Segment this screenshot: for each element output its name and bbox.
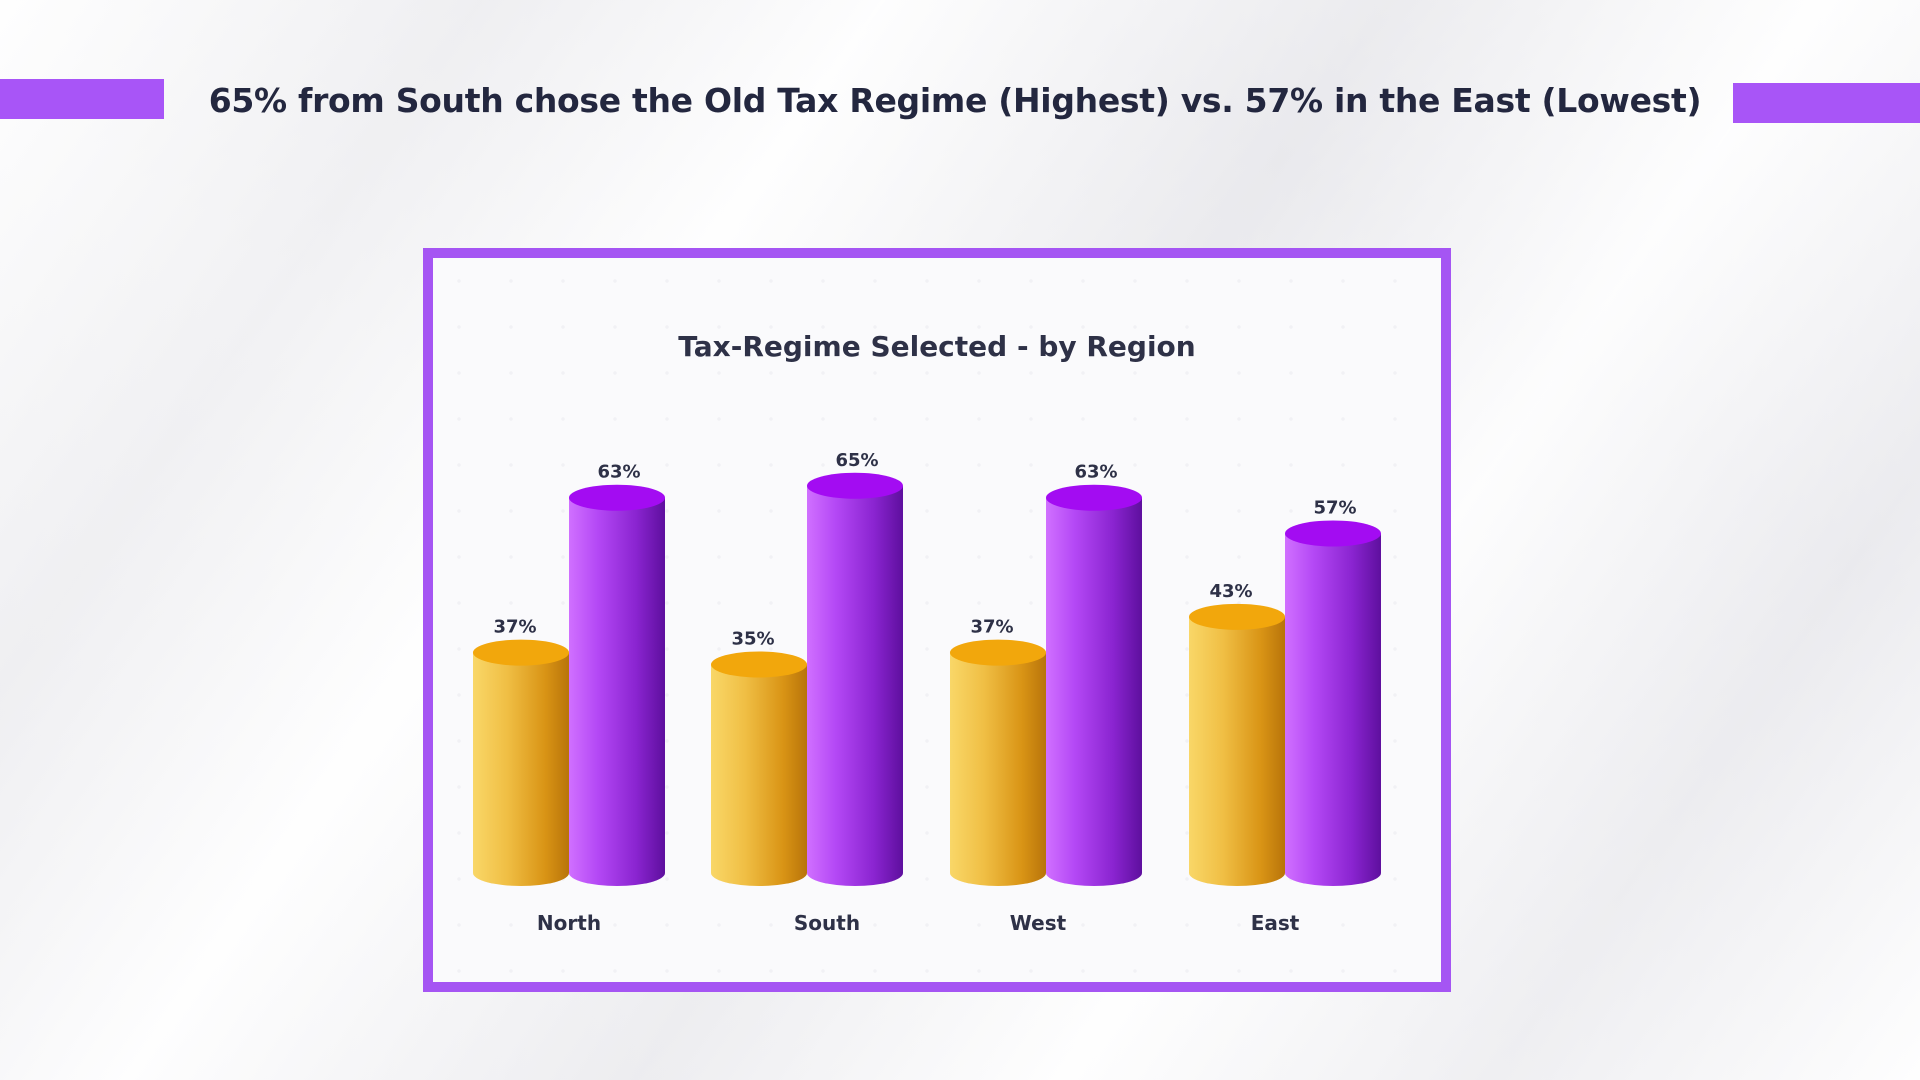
bar-top-purple-south (807, 472, 903, 499)
bar-top-purple-north (569, 484, 665, 511)
bar-top-purple-west (1046, 484, 1142, 511)
category-label-west: West (1010, 911, 1067, 935)
data-label-purple-east: 57% (1313, 497, 1356, 518)
page-headline: 65% from South chose the Old Tax Regime … (208, 81, 1702, 120)
bar-group-west: 37% 63% West (950, 462, 1142, 935)
data-label-purple-north: 63% (597, 462, 640, 483)
accent-bar-right (1733, 83, 1920, 123)
category-label-north: North (537, 911, 601, 935)
bar-group-east: 43% 57% East (1189, 497, 1381, 935)
bar-top-gold-south (711, 651, 807, 678)
data-label-purple-west: 63% (1074, 462, 1117, 483)
data-label-gold-west: 37% (970, 617, 1013, 638)
bar-purple-east (1285, 533, 1381, 886)
bar-top-gold-north (473, 639, 569, 666)
data-label-gold-north: 37% (493, 617, 536, 638)
bar-top-gold-west (950, 639, 1046, 666)
data-label-purple-south: 65% (835, 450, 878, 471)
bar-purple-north (569, 497, 665, 886)
data-label-gold-east: 43% (1209, 581, 1252, 602)
bar-top-purple-east (1285, 520, 1381, 547)
chart-frame: Tax-Regime Selected - by Region 37% 63% No… (423, 248, 1451, 992)
bar-gold-east (1189, 616, 1285, 886)
category-label-south: South (794, 911, 860, 935)
bar-gold-south (711, 664, 807, 886)
accent-bar-left (0, 79, 164, 119)
bar-purple-west (1046, 497, 1142, 886)
chart-title: Tax-Regime Selected - by Region (678, 330, 1195, 363)
bar-group-north: 37% 63% North (473, 462, 665, 935)
data-label-gold-south: 35% (731, 629, 774, 650)
bar-purple-south (807, 485, 903, 886)
category-label-east: East (1251, 911, 1300, 935)
bar-top-gold-east (1189, 603, 1285, 630)
bar-chart: Tax-Regime Selected - by Region 37% 63% No… (473, 330, 1381, 935)
bar-gold-north (473, 652, 569, 886)
bar-gold-west (950, 652, 1046, 886)
bar-group-south: 35% 65% South (711, 450, 903, 935)
